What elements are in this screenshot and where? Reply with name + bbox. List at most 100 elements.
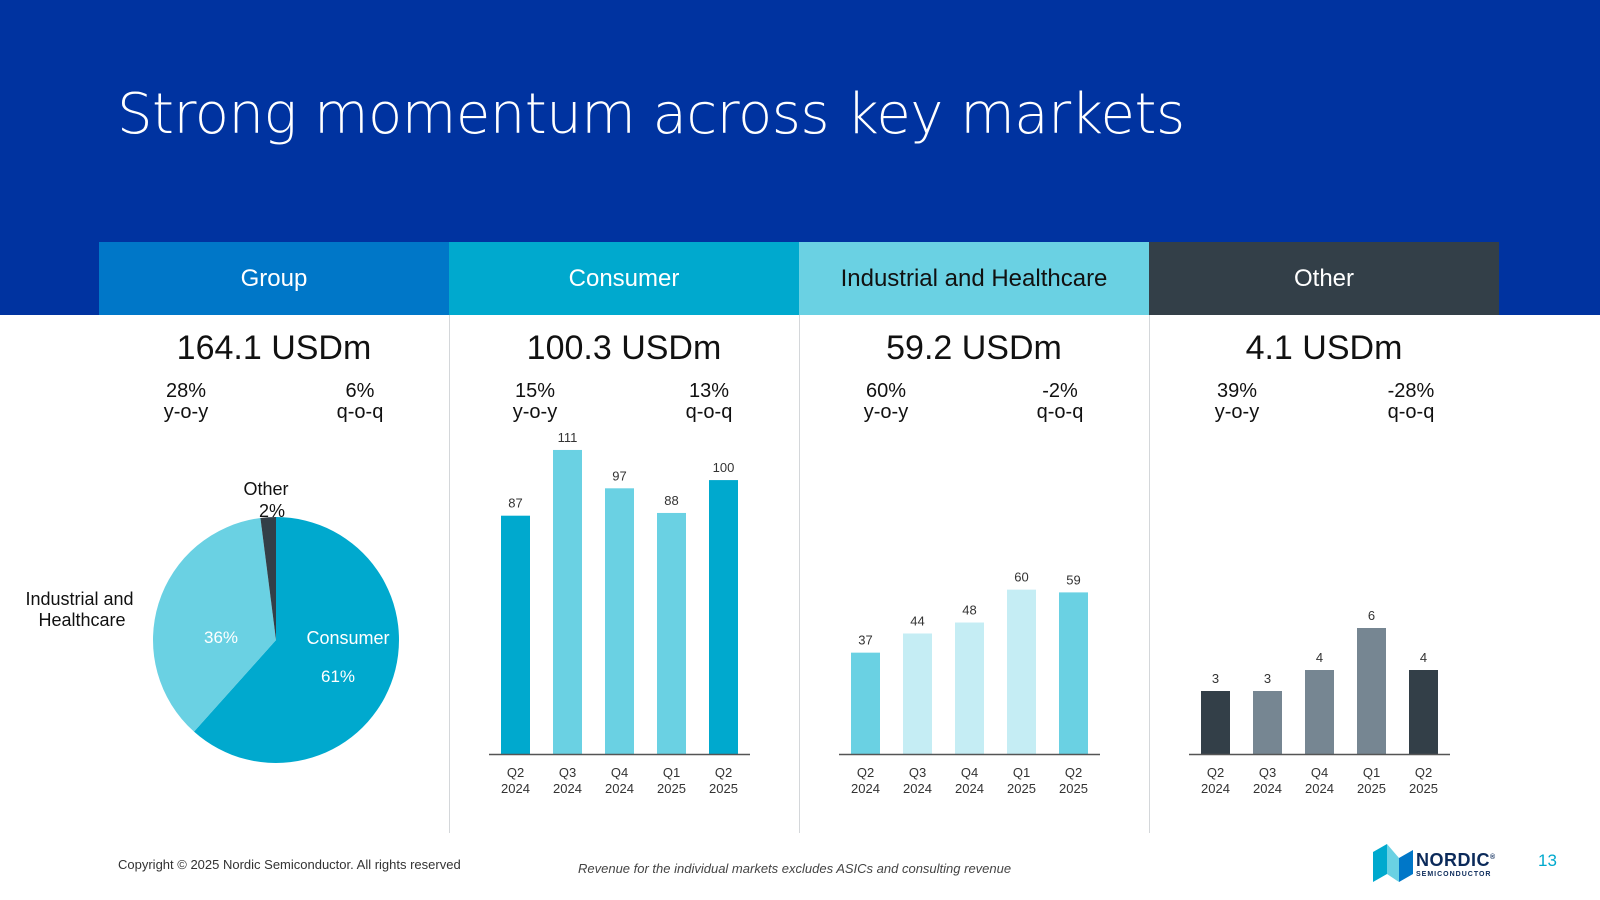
column-divider xyxy=(449,315,450,833)
industrial-tick-label-year: 2025 xyxy=(1007,781,1036,796)
consumer-bar xyxy=(501,515,530,754)
nordic-logo: NORDIC® SEMICONDUCTOR xyxy=(1373,844,1507,884)
industrial-tick-label-quarter: Q1 xyxy=(1013,765,1030,780)
consumer-yoy: 15% y-o-y xyxy=(475,381,595,423)
qoq-label: q-o-q xyxy=(336,401,384,423)
consumer-bar xyxy=(553,449,582,754)
industrial-tick-label-quarter: Q4 xyxy=(961,765,978,780)
industrial-tick-label-year: 2024 xyxy=(903,781,932,796)
panel-group: 164.1 USDm 28% y-o-y 6% q-o-q Other 2% I… xyxy=(25,315,449,835)
consumer-bar xyxy=(709,480,738,754)
other-tick-label-year: 2025 xyxy=(1357,781,1386,796)
qoq-label: q-o-q xyxy=(685,401,733,423)
other-tick-label-quarter: Q2 xyxy=(1415,765,1432,780)
qoq-value: 13% xyxy=(688,380,730,402)
panel-consumer: 100.3 USDm 15% y-o-y 13% q-o-q 87 Q2 2024 1… xyxy=(449,315,799,835)
industrial-bar-value-label: 59 xyxy=(1066,572,1080,587)
industrial-total: 59.2 USDm xyxy=(886,329,1062,367)
group-pie-chart: Other 2% Industrial and Healthcare 36% C… xyxy=(25,479,399,763)
other-bar-value-label: 6 xyxy=(1368,608,1375,623)
yoy-value: 28% xyxy=(165,380,207,402)
pie-label-industrial-line1: Industrial and xyxy=(25,589,133,609)
other-tick-label-quarter: Q3 xyxy=(1259,765,1276,780)
pie-slice-industrial-and-healthcare xyxy=(153,517,276,732)
industrial-bar xyxy=(851,652,880,754)
qoq-value: -28% xyxy=(1387,380,1435,402)
other-bar-value-label: 4 xyxy=(1420,650,1427,665)
industrial-tick-label-quarter: Q3 xyxy=(909,765,926,780)
industrial-yoy: 60% y-o-y xyxy=(826,381,946,423)
other-bar xyxy=(1409,670,1438,754)
yoy-value: 60% xyxy=(865,380,907,402)
consumer-tick-label-quarter: Q2 xyxy=(715,765,732,780)
consumer-tick-label-quarter: Q2 xyxy=(507,765,524,780)
yoy-value: 15% xyxy=(514,380,556,402)
other-tick-label-year: 2024 xyxy=(1305,781,1334,796)
header-industrial-healthcare: Industrial and Healthcare xyxy=(799,242,1149,315)
consumer-tick-label-quarter: Q3 xyxy=(559,765,576,780)
panel-industrial-healthcare: 59.2 USDm 60% y-o-y -2% q-o-q 37 Q2 2024 44… xyxy=(799,315,1149,835)
other-total: 4.1 USDm xyxy=(1245,329,1403,367)
industrial-qoq: -2% q-o-q xyxy=(1000,381,1120,423)
other-tick-label-quarter: Q4 xyxy=(1311,765,1328,780)
industrial-bar xyxy=(1007,589,1036,754)
consumer-qoq: 13% q-o-q xyxy=(649,381,769,423)
pie-value-consumer: 61% xyxy=(321,667,355,686)
yoy-value: 39% xyxy=(1216,380,1258,402)
other-tick-label-year: 2025 xyxy=(1409,781,1438,796)
consumer-tick-label-year: 2024 xyxy=(605,781,634,796)
yoy-label: y-o-y xyxy=(163,401,209,423)
header-consumer: Consumer xyxy=(449,242,799,315)
industrial-bar xyxy=(903,633,932,754)
industrial-bar xyxy=(955,622,984,754)
pie-value-industrial: 36% xyxy=(204,628,238,647)
other-bar xyxy=(1201,691,1230,754)
pie-label-other: Other xyxy=(243,479,288,499)
other-tick-label-year: 2024 xyxy=(1201,781,1230,796)
pie-slice-other xyxy=(260,517,276,640)
header-other: Other xyxy=(1149,242,1499,315)
industrial-bar-value-label: 48 xyxy=(962,603,976,618)
other-bar xyxy=(1305,670,1334,754)
pie-slice-consumer xyxy=(193,517,399,763)
consumer-bar-value-label: 100 xyxy=(713,460,735,475)
pie-value-other: 2% xyxy=(259,501,285,521)
pie-label-industrial: Industrial and Healthcare xyxy=(25,589,138,630)
consumer-tick-label-year: 2024 xyxy=(553,781,582,796)
yoy-label: y-o-y xyxy=(863,401,909,423)
consumer-tick-label-year: 2024 xyxy=(501,781,530,796)
consumer-bar-value-label: 88 xyxy=(664,493,678,508)
other-tick-label-quarter: Q2 xyxy=(1207,765,1224,780)
industrial-bar-value-label: 44 xyxy=(910,613,924,628)
footnote: Revenue for the individual markets exclu… xyxy=(578,861,1012,876)
page-number: 13 xyxy=(1538,851,1557,870)
other-qoq: -28% q-o-q xyxy=(1351,381,1471,423)
panel-other: 4.1 USDm 39% y-o-y -28% q-o-q 3 Q2 2024 3 Q3… xyxy=(1149,315,1499,835)
industrial-tick-label-year: 2025 xyxy=(1059,781,1088,796)
other-tick-label-year: 2024 xyxy=(1253,781,1282,796)
header-group: Group xyxy=(99,242,449,315)
group-qoq: 6% q-o-q xyxy=(300,381,420,423)
yoy-label: y-o-y xyxy=(512,401,558,423)
consumer-tick-label-quarter: Q1 xyxy=(663,765,680,780)
industrial-bar-value-label: 60 xyxy=(1014,570,1028,585)
logo-subtitle: SEMICONDUCTOR xyxy=(1416,871,1492,878)
consumer-bar-chart: 87Q22024111Q3202497Q4202488Q12025100Q220… xyxy=(489,430,750,796)
column-divider xyxy=(1149,315,1150,833)
other-bar xyxy=(1357,628,1386,754)
pie-label-consumer: Consumer xyxy=(306,628,389,648)
yoy-label: y-o-y xyxy=(1214,401,1260,423)
other-yoy: 39% y-o-y xyxy=(1177,381,1297,423)
qoq-label: q-o-q xyxy=(1036,401,1084,423)
nordic-logo-icon xyxy=(1373,844,1413,882)
other-bar-value-label: 3 xyxy=(1264,671,1271,686)
pie-label-industrial-line2: Healthcare xyxy=(38,610,125,630)
consumer-bar-value-label: 97 xyxy=(612,468,626,483)
industrial-tick-label-quarter: Q2 xyxy=(1065,765,1082,780)
industrial-tick-label-year: 2024 xyxy=(955,781,984,796)
qoq-value: -2% xyxy=(1042,380,1078,402)
industrial-tick-label-quarter: Q2 xyxy=(857,765,874,780)
consumer-bar xyxy=(605,488,634,754)
industrial-bar xyxy=(1059,592,1088,754)
